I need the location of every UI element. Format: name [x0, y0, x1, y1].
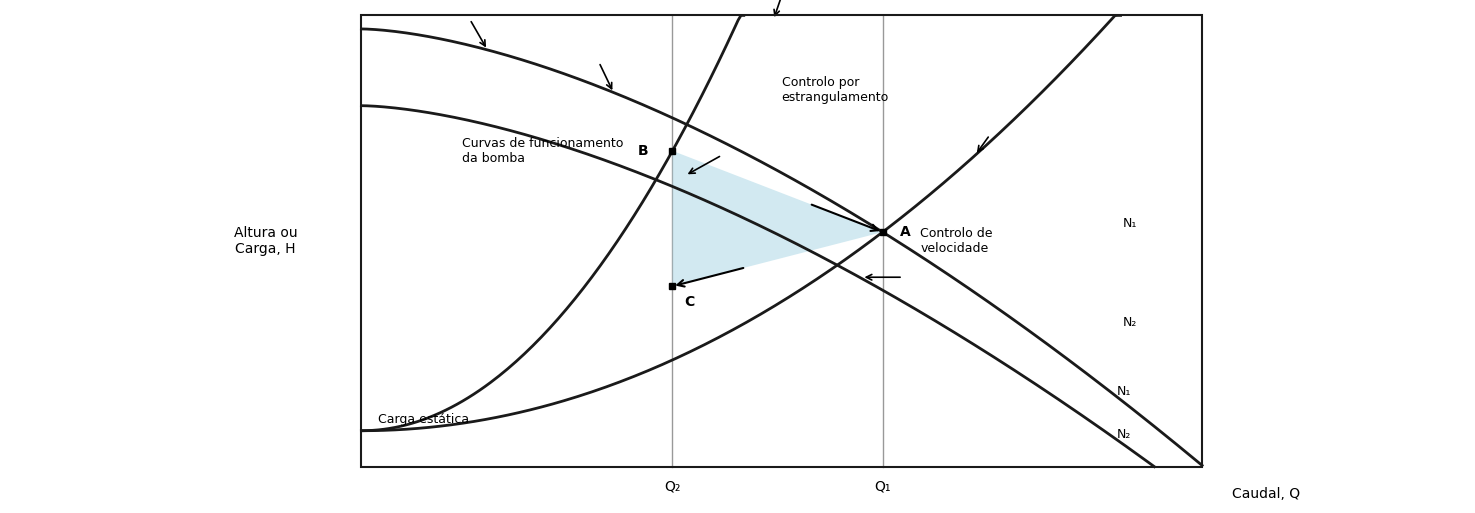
Text: Controlo de
velocidade: Controlo de velocidade — [920, 227, 993, 255]
Text: N₁: N₁ — [1117, 385, 1131, 398]
Text: N₁: N₁ — [1122, 216, 1137, 229]
Text: Q₁: Q₁ — [875, 480, 891, 494]
Text: Curvas de funcionamento
da bomba: Curvas de funcionamento da bomba — [462, 137, 624, 165]
Polygon shape — [673, 151, 882, 286]
Text: C: C — [684, 294, 695, 309]
Bar — [361, 15, 1202, 467]
Text: N₂: N₂ — [1117, 428, 1131, 441]
Text: Q₂: Q₂ — [664, 480, 680, 494]
Text: A: A — [900, 225, 912, 239]
Text: Caudal, Q: Caudal, Q — [1232, 487, 1299, 501]
Text: N₂: N₂ — [1122, 316, 1137, 329]
Text: Carga estática: Carga estática — [378, 413, 469, 426]
Text: Controlo por
estrangulamento: Controlo por estrangulamento — [782, 76, 889, 104]
Text: B: B — [639, 144, 649, 158]
Text: Altura ou
Carga, H: Altura ou Carga, H — [233, 226, 298, 256]
